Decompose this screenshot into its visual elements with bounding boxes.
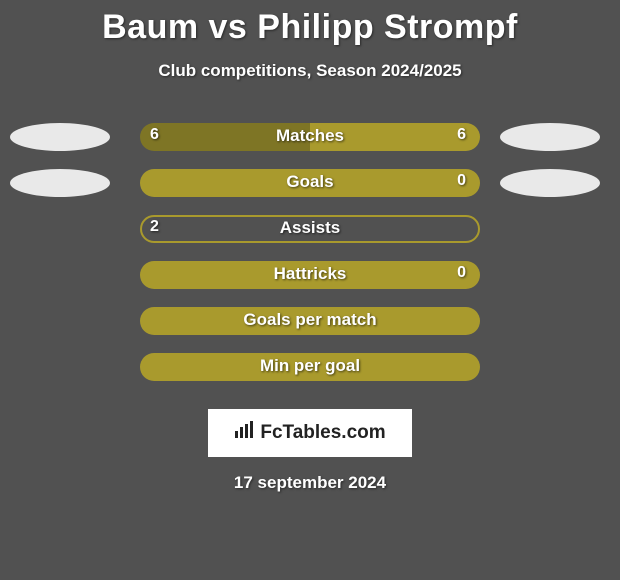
- stat-value-left: 2: [150, 218, 159, 236]
- logo-text: FcTables.com: [260, 422, 385, 444]
- stat-bar-right: [310, 123, 480, 151]
- player-left-ellipse: [10, 123, 110, 151]
- logo-box: FcTables.com: [208, 409, 412, 457]
- stat-bar-track: [140, 169, 480, 197]
- stat-value-right: 0: [457, 172, 466, 190]
- stat-value-right: 0: [457, 264, 466, 282]
- stat-bar-left: [140, 169, 480, 197]
- subtitle: Club competitions, Season 2024/2025: [0, 61, 620, 81]
- stat-value-right: 6: [457, 126, 466, 144]
- stat-bar-left: [140, 307, 480, 335]
- stat-row: Matches66: [0, 123, 620, 169]
- date-label: 17 september 2024: [0, 473, 620, 493]
- stat-row: Hattricks0: [0, 261, 620, 307]
- stat-row: Goals0: [0, 169, 620, 215]
- player-right-ellipse: [500, 123, 600, 151]
- page-title: Baum vs Philipp Strompf: [0, 0, 620, 47]
- player-left-ellipse: [10, 169, 110, 197]
- stat-bar-track: [140, 353, 480, 381]
- stat-bar-track: [140, 215, 480, 243]
- stat-bar-left: [140, 353, 480, 381]
- logo: FcTables.com: [234, 421, 385, 445]
- stat-row: Assists2: [0, 215, 620, 261]
- player-right-ellipse: [500, 169, 600, 197]
- barchart-icon: [234, 421, 256, 445]
- stat-bar-left: [140, 123, 310, 151]
- stat-row: Min per goal: [0, 353, 620, 399]
- stat-bar-track: [140, 123, 480, 151]
- stat-bar-left: [140, 261, 480, 289]
- stat-row: Goals per match: [0, 307, 620, 353]
- stat-bar-track: [140, 307, 480, 335]
- stat-value-left: 6: [150, 126, 159, 144]
- stat-bar-track: [140, 261, 480, 289]
- stat-rows: Matches66Goals0Assists2Hattricks0Goals p…: [0, 123, 620, 399]
